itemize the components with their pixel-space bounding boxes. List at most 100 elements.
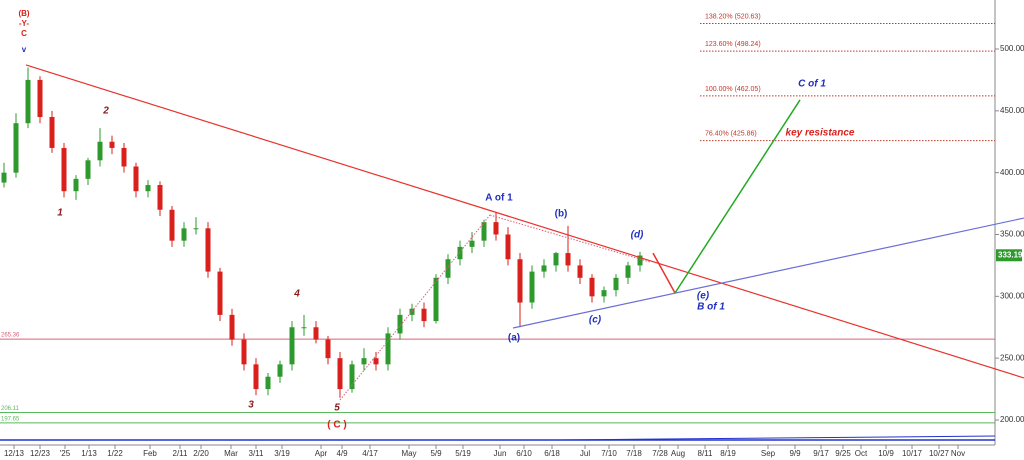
candle-body xyxy=(529,271,535,303)
candle-body xyxy=(589,277,595,297)
candle-body xyxy=(37,79,43,118)
candle-body xyxy=(481,222,487,241)
trendline xyxy=(512,217,1024,329)
x-tick-label: Mar xyxy=(224,449,238,458)
candle-body xyxy=(121,147,127,167)
x-tick-label: 10/27 xyxy=(929,449,950,458)
wave-label: A of 1 xyxy=(485,193,513,204)
candle-body xyxy=(313,327,319,340)
x-tick-label: Aug xyxy=(671,449,685,458)
x-tick-label: 1/13 xyxy=(81,449,97,458)
wave-label: (e) xyxy=(697,291,710,302)
candle-body xyxy=(25,79,31,124)
candle-body xyxy=(325,339,331,359)
x-tick-label: 6/10 xyxy=(516,449,532,458)
wave-label: C of 1 xyxy=(798,79,826,90)
candle-body xyxy=(625,265,631,278)
x-tick-label: Jul xyxy=(580,449,590,458)
support-label: 206.11 xyxy=(1,406,20,412)
price-tag-label: 333.19 xyxy=(998,250,1023,259)
wave-label: -Y- xyxy=(19,19,30,28)
x-tick-label: Feb xyxy=(143,449,157,458)
x-tick-label: Apr xyxy=(315,449,328,458)
candle-body xyxy=(337,358,343,390)
trendline xyxy=(25,64,1024,379)
x-tick-label: 2/11 xyxy=(173,449,189,458)
support-label: 197.65 xyxy=(1,416,20,422)
wave-label: 3 xyxy=(248,400,254,411)
candle-body xyxy=(349,364,355,390)
dotted-trend xyxy=(489,214,651,263)
wave-label: key resistance xyxy=(786,128,855,139)
wave-label: 1 xyxy=(57,208,63,219)
fib-label: 100.00% (462.05) xyxy=(705,86,761,93)
candle-body xyxy=(193,228,199,230)
wave-label: (b) xyxy=(555,209,568,220)
x-tick-label: 10/9 xyxy=(878,449,894,458)
candle-body xyxy=(433,277,439,322)
wave-label: (a) xyxy=(508,333,520,344)
candle-body xyxy=(541,265,547,272)
candle-body xyxy=(565,253,571,266)
candle-body xyxy=(361,358,367,365)
candle-body xyxy=(1,172,7,183)
x-tick-label: 8/19 xyxy=(720,449,736,458)
x-tick-label: 3/11 xyxy=(249,449,265,458)
wave-label: B of 1 xyxy=(697,302,725,313)
y-tick-label: 300.00 xyxy=(1000,291,1024,300)
x-tick-label: 7/18 xyxy=(626,449,642,458)
x-tick-label: 3/19 xyxy=(274,449,290,458)
price-tag xyxy=(996,249,1022,262)
trendline xyxy=(652,252,676,294)
x-tick-label: 12/23 xyxy=(30,449,51,458)
x-tick-label: 10/17 xyxy=(902,449,923,458)
x-tick-label: Jun xyxy=(494,449,507,458)
x-tick-label: Oct xyxy=(855,449,868,458)
wave-label: 4 xyxy=(293,289,300,300)
x-tick-label: 2/20 xyxy=(193,449,209,458)
bottom-blue-line xyxy=(559,435,996,441)
trendline xyxy=(674,99,801,294)
candle-body xyxy=(553,253,559,266)
x-tick-label: 5/19 xyxy=(455,449,471,458)
candle-body xyxy=(97,141,103,161)
x-tick-label: 12/13 xyxy=(4,449,25,458)
wave-label: 5 xyxy=(334,403,340,414)
candle-body xyxy=(49,117,55,148)
candle-body xyxy=(601,290,607,297)
candle-body xyxy=(181,228,187,241)
candle-body xyxy=(253,364,259,390)
candle-body xyxy=(13,123,19,173)
candle-body xyxy=(205,228,211,272)
x-tick-label: 1/22 xyxy=(107,449,123,458)
candle-body xyxy=(169,209,175,241)
x-tick-label: May xyxy=(401,449,416,458)
candle-body xyxy=(457,246,463,260)
candle-body xyxy=(445,259,451,278)
wave-label: (B) xyxy=(18,9,29,18)
fib-label: 76.40% (425.86) xyxy=(705,131,757,138)
candle-body xyxy=(229,314,235,340)
wave-label: (c) xyxy=(589,315,602,326)
candle-body xyxy=(133,166,139,192)
y-tick-label: 250.00 xyxy=(1000,353,1024,362)
candle-body xyxy=(265,376,271,390)
candle-body xyxy=(157,185,163,210)
candle-body xyxy=(301,327,307,329)
y-tick-label: 200.00 xyxy=(1000,415,1024,424)
wave-label: v xyxy=(22,45,27,54)
candle-body xyxy=(61,147,67,192)
candle-body xyxy=(397,314,403,334)
y-tick-label: 400.00 xyxy=(1000,168,1024,177)
x-tick-label: 7/28 xyxy=(652,449,668,458)
y-tick-label: 500.00 xyxy=(1000,44,1024,53)
x-tick-label: '25 xyxy=(60,449,71,458)
x-tick-label: 9/25 xyxy=(835,449,851,458)
wave-label: ( C ) xyxy=(327,420,346,431)
candle-body xyxy=(469,240,475,247)
candle-body xyxy=(241,339,247,365)
y-tick-label: 350.00 xyxy=(1000,230,1024,239)
candle-body xyxy=(217,271,223,315)
x-tick-label: 4/17 xyxy=(362,449,378,458)
